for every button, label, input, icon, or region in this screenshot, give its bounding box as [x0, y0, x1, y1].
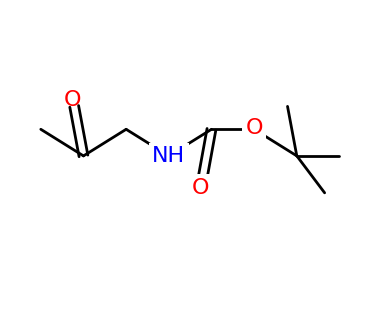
- Text: O: O: [191, 178, 209, 198]
- Text: O: O: [245, 118, 263, 138]
- Text: O: O: [63, 90, 81, 110]
- Text: NH: NH: [152, 146, 186, 166]
